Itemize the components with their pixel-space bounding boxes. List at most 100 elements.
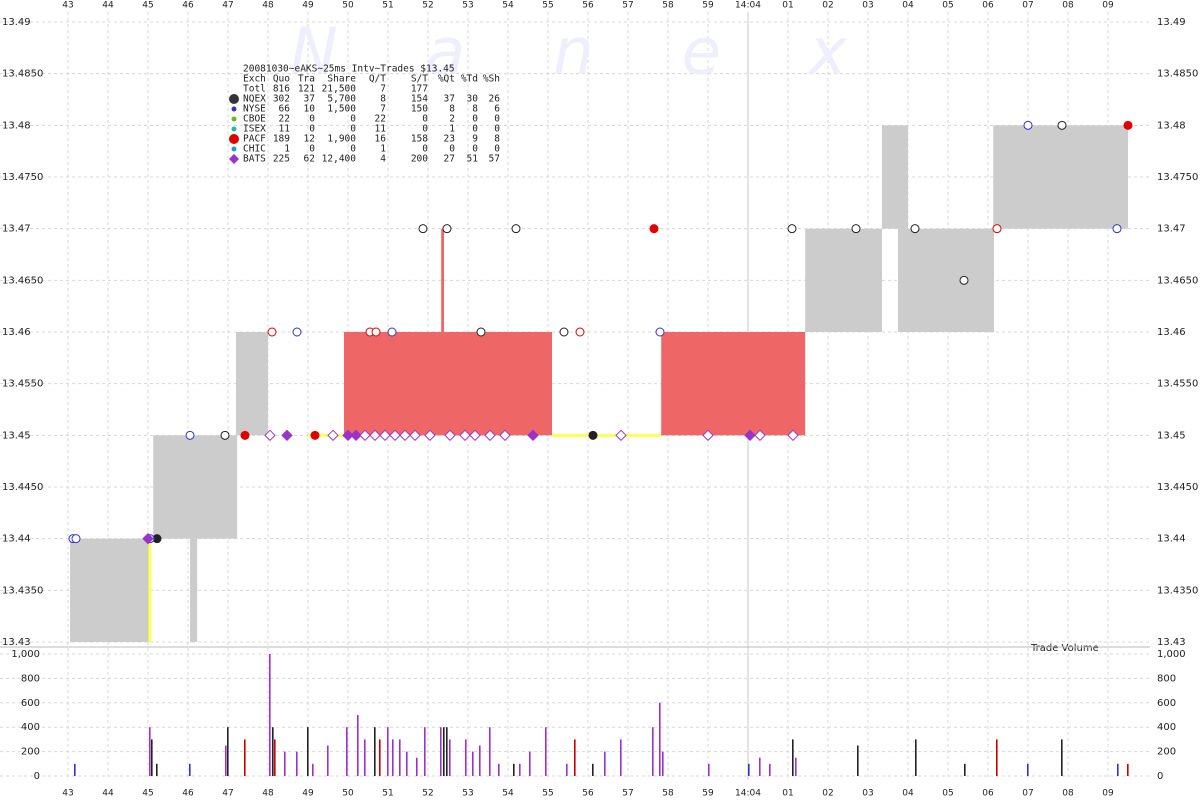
table-cell: 9 [472, 134, 478, 145]
table-cell: 8 [380, 94, 386, 105]
stats-table: 20081030~eAKS~25ms Intv~Trades $13.45 Ex… [229, 64, 500, 165]
x-tick-label: 09 [1102, 1, 1114, 11]
x-tick-label: 02 [822, 789, 833, 799]
trade-marker [1057, 120, 1067, 130]
table-cell: 4 [380, 154, 386, 165]
trade-marker [379, 429, 391, 442]
y-tick-label: 0 [34, 771, 40, 782]
x-tick-label: 45 [142, 1, 153, 11]
table-cell: 158 [411, 134, 428, 145]
x-tick-label: 47 [222, 1, 233, 11]
table-cell: 0 [309, 114, 315, 125]
table-cell: 22 [279, 114, 290, 125]
volume-bar [652, 727, 654, 776]
table-cell: 2 [449, 114, 455, 125]
trade-marker [424, 429, 436, 442]
x-tick-label: 50 [342, 789, 354, 799]
x-tick-label: 47 [222, 789, 233, 799]
volume-bar [465, 739, 467, 776]
table-cell: 16 [375, 134, 387, 145]
spread-box [344, 332, 552, 436]
trade-marker [142, 532, 154, 545]
table-cell: 66 [279, 104, 291, 115]
x-tick-label: 01 [782, 789, 793, 799]
y-tick-label: 13.47 [1157, 224, 1186, 235]
table-cell: 0 [309, 144, 315, 155]
volume-bar [1061, 739, 1063, 776]
volume-bar [307, 727, 309, 776]
trade-marker [359, 429, 371, 442]
table-cell: 10 [304, 104, 316, 115]
trade-marker [399, 429, 411, 442]
trade-marker [575, 327, 585, 337]
x-tick-label: 58 [662, 789, 674, 799]
table-cell: NQEX [243, 94, 266, 105]
y-tick-label: 13.48 [1157, 120, 1186, 131]
volume-bar [156, 763, 158, 776]
x-tick-label: 56 [582, 789, 594, 799]
table-cell: 27 [444, 154, 455, 165]
table-cell: 8 [494, 134, 500, 145]
x-tick-label: 01 [782, 1, 793, 11]
table-cell: 0 [472, 124, 478, 135]
table-cell: 0 [422, 124, 428, 135]
table-cell: 8 [449, 104, 455, 115]
table-cell: 0 [422, 114, 428, 125]
table-cell: Share [327, 74, 356, 85]
y-tick-label: 0 [1157, 771, 1163, 782]
table-cell: 0 [494, 144, 500, 155]
y-tick-label: 800 [1157, 673, 1176, 684]
x-tick-label: 49 [302, 789, 314, 799]
x-tick-label: 58 [662, 1, 674, 11]
trade-marker [615, 429, 627, 442]
table-cell: 8 [472, 104, 478, 115]
volume-bar [274, 739, 276, 776]
table-cell: 57 [489, 154, 500, 165]
y-tick-label: 13.43 [2, 637, 31, 648]
legend-icon [229, 94, 239, 104]
y-tick-label: 13.47 [2, 224, 31, 235]
x-tick-label: 45 [142, 789, 153, 799]
volume-bar [620, 739, 622, 776]
volume-bar [312, 763, 314, 776]
trade-marker [588, 430, 598, 440]
x-tick-label: 52 [422, 1, 433, 11]
trade-marker [655, 327, 665, 337]
spread-box [661, 332, 806, 436]
trade-marker [459, 429, 471, 442]
table-cell: 0 [350, 144, 356, 155]
table-cell: 121 [298, 84, 315, 95]
spread-box [153, 435, 238, 539]
y-tick-label: 13.4350 [1157, 585, 1198, 596]
y-tick-label: 13.49 [2, 17, 31, 28]
table-cell: 0 [494, 124, 500, 135]
trade-marker [476, 327, 486, 337]
volume-bar [519, 763, 521, 776]
volume-bar [792, 739, 794, 776]
x-tick-label: 02 [822, 1, 833, 11]
volume-title: Trade Volume [1030, 643, 1099, 654]
x-tick-label: 53 [462, 1, 473, 11]
x-tick-label: 51 [382, 789, 393, 799]
trade-marker [992, 224, 1002, 234]
y-tick-label: 1,000 [1157, 649, 1186, 660]
volume-bar [284, 751, 286, 776]
volume-bar [769, 763, 771, 776]
volume-bar [346, 727, 348, 776]
legend-icon [229, 154, 239, 164]
volume-bar [513, 763, 515, 776]
trade-marker [292, 327, 302, 337]
table-cell: Totl [243, 84, 266, 95]
y-tick-label: 800 [21, 673, 40, 684]
volume-bar [189, 763, 191, 776]
volume-bar [406, 751, 408, 776]
volume-bar [424, 727, 426, 776]
x-tick-label: 06 [982, 789, 994, 799]
volume-bar [269, 654, 271, 776]
y-tick-label: 13.4850 [1157, 69, 1198, 80]
table-cell: 22 [375, 114, 386, 125]
spread-box [236, 332, 268, 436]
volume-bar [327, 745, 329, 776]
trade-marker [702, 429, 714, 442]
